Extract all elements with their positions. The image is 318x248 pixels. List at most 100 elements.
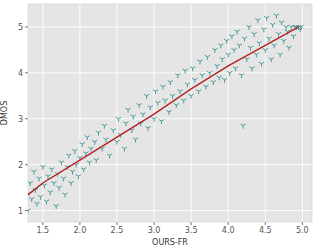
scatter-point [261, 28, 266, 32]
scatter-point [177, 90, 182, 95]
scatter-point [259, 62, 264, 66]
scatter-point [166, 110, 171, 115]
scatter-point [96, 131, 101, 136]
chart: 1.52.02.53.03.54.04.55.012345OURS-FRDMOS [0, 0, 318, 248]
scatter-point [125, 108, 130, 113]
scatter-point [183, 69, 188, 74]
y-tick-label: 2 [18, 161, 23, 170]
scatter-point [203, 85, 208, 90]
x-grid [191, 4, 192, 222]
scatter-point [244, 58, 249, 63]
scatter-point [114, 140, 119, 145]
scatter-point [190, 67, 195, 72]
scatter-point [269, 58, 274, 63]
scatter-point [92, 140, 97, 145]
y-tick-label: 4 [18, 69, 23, 78]
scatter-point [80, 142, 85, 147]
scatter-point [274, 14, 279, 19]
scatter-point [224, 39, 229, 44]
scatter-point [168, 81, 173, 86]
scatter-point [212, 48, 217, 53]
scatter-point [242, 37, 247, 42]
scatter-point [102, 124, 107, 128]
x-tick [191, 222, 192, 225]
scatter-point [279, 21, 284, 26]
scatter-point [48, 191, 53, 196]
scatter-point [85, 136, 90, 141]
scatter-point [211, 81, 216, 86]
scatter-point [155, 101, 160, 106]
y-tick-label: 1 [18, 207, 23, 216]
scatter-point [94, 159, 99, 164]
scatter-point [49, 168, 54, 173]
x-grid [154, 4, 155, 222]
scatter-point [51, 181, 56, 186]
x-tick-label: 4.5 [259, 226, 272, 235]
y-tick [25, 210, 28, 211]
scatter-point [276, 32, 281, 37]
x-tick-label: 3.0 [148, 226, 161, 235]
scatter-point [59, 161, 64, 166]
scatter-point [40, 165, 45, 170]
scatter-point [286, 46, 291, 51]
x-grid [79, 4, 80, 222]
scatter-point [62, 193, 67, 198]
scatter-point [281, 39, 286, 44]
x-tick [302, 222, 303, 225]
scatter-point [148, 106, 153, 111]
scatter-point [123, 122, 128, 127]
scatter-point [291, 35, 296, 40]
y-tick [25, 164, 28, 165]
scatter-point [257, 42, 262, 47]
scatter-point [207, 71, 212, 76]
scatter-point [192, 78, 197, 83]
scatter-point [57, 186, 62, 191]
scatter-point [163, 99, 168, 104]
x-tick-label: 5.0 [296, 226, 309, 235]
scatter-point [233, 67, 238, 72]
x-tick-label: 1.5 [36, 226, 49, 235]
scatter-point [116, 117, 121, 122]
x-tick [116, 222, 117, 225]
scatter-point [133, 138, 138, 143]
scatter-point [263, 48, 268, 53]
x-tick [79, 222, 80, 225]
scatter-point [220, 58, 225, 63]
scatter-point [181, 99, 186, 104]
scatter-point [222, 78, 227, 83]
scatter-point [72, 149, 77, 154]
y-grid [28, 26, 312, 27]
scatter-point [205, 55, 210, 60]
scatter-point [122, 147, 127, 152]
scatter-point [197, 60, 202, 65]
scatter-point [227, 71, 232, 76]
scatter-point [254, 53, 259, 58]
x-axis-label: OURS-FR [152, 238, 188, 247]
scatter-point [159, 120, 164, 125]
scatter-point [54, 204, 59, 209]
scatter-point [31, 170, 36, 175]
scatter-point [196, 90, 201, 95]
x-tick-label: 3.5 [185, 226, 198, 235]
x-tick [228, 222, 229, 225]
scatter-point [66, 154, 71, 159]
scatter-point [270, 23, 275, 28]
scatter-point [264, 16, 269, 21]
x-grid [42, 4, 43, 222]
scatter-point [234, 30, 239, 35]
scatter-point [61, 177, 66, 182]
x-grid [116, 4, 117, 222]
scatter-point [185, 83, 190, 88]
scatter-point [137, 103, 142, 108]
x-tick [42, 222, 43, 225]
scatter-point [226, 53, 231, 58]
scatter-point [28, 181, 33, 186]
y-tick [25, 26, 28, 27]
scatter-point [266, 37, 271, 42]
scatter-point [29, 198, 34, 203]
y-tick-label: 5 [18, 23, 23, 32]
x-tick-label: 2.5 [111, 226, 124, 235]
scatter-point [200, 74, 205, 79]
scatter-point [175, 74, 180, 79]
scatter-point [255, 19, 260, 24]
